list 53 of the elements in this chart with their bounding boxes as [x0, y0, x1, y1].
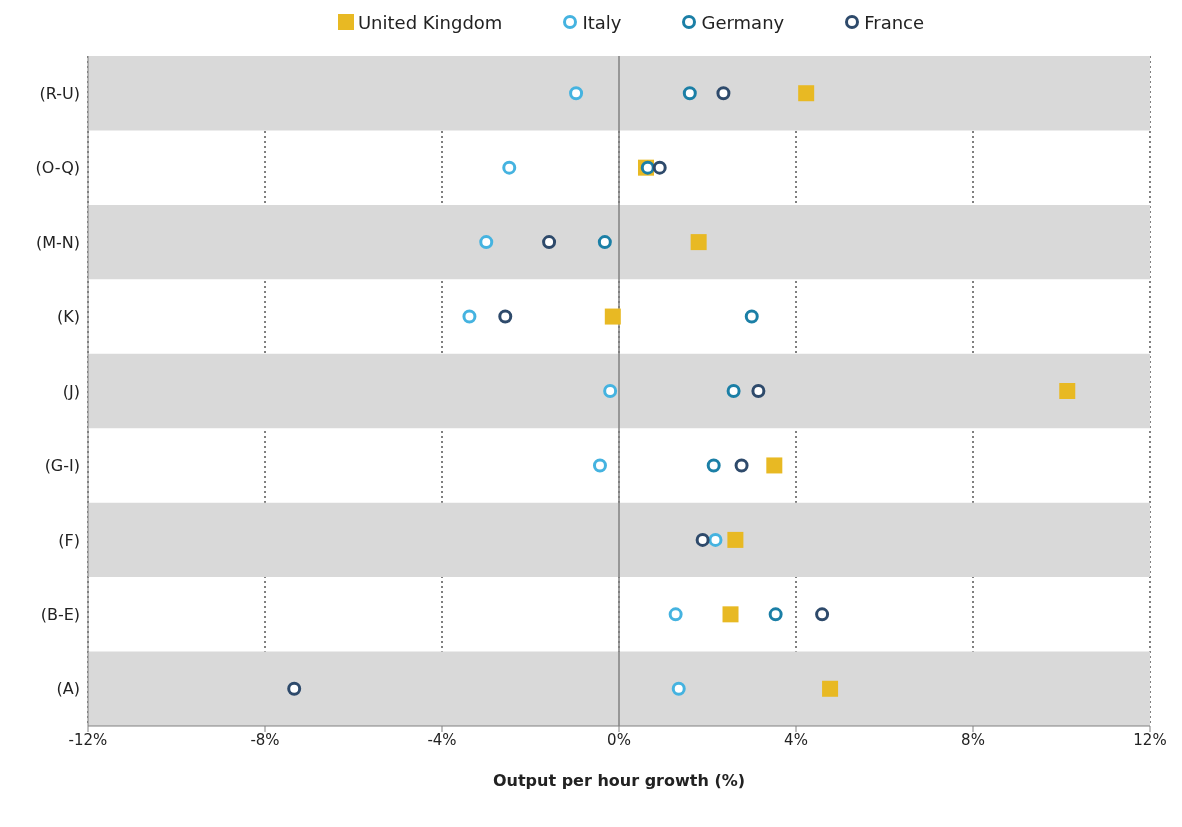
point — [744, 309, 759, 324]
point — [708, 532, 723, 547]
legend-label: Italy — [582, 11, 622, 33]
point — [822, 680, 839, 697]
point — [727, 531, 744, 548]
x-tick-label: -4% — [427, 730, 457, 749]
y-tick-label: (J) — [62, 381, 80, 401]
y-tick-label: (B-E) — [40, 605, 80, 625]
x-axis-title: Output per hour growth (%) — [492, 771, 746, 790]
point — [716, 86, 731, 101]
point — [695, 532, 710, 547]
point — [592, 458, 607, 473]
y-tick-label: (R-U) — [39, 83, 80, 103]
y-tick-label: (F) — [58, 530, 80, 550]
point — [815, 607, 830, 622]
y-tick-label: (K) — [57, 307, 80, 327]
point — [498, 309, 513, 324]
x-tick-label: 12% — [1133, 730, 1167, 749]
x-tick-label: 0% — [607, 730, 631, 749]
point — [604, 308, 621, 325]
y-tick-label: (G-I) — [44, 456, 80, 476]
point — [734, 458, 749, 473]
point — [766, 457, 783, 474]
point — [597, 235, 612, 250]
y-tick-label: (O-Q) — [35, 158, 80, 178]
point — [603, 384, 618, 398]
point — [768, 607, 783, 622]
point — [798, 85, 815, 102]
point — [287, 681, 302, 696]
point — [682, 86, 697, 101]
point — [722, 606, 739, 623]
legend-label: United Kingdom — [357, 11, 503, 33]
point — [726, 384, 741, 398]
point — [706, 458, 721, 473]
x-tick-label: 4% — [784, 730, 808, 749]
point — [652, 160, 667, 175]
point — [542, 235, 557, 250]
y-tick-label: (A) — [56, 679, 80, 699]
legend-label: Germany — [701, 11, 785, 33]
y-tick-label: (M-N) — [35, 232, 80, 252]
x-tick-label: -8% — [250, 730, 280, 749]
point — [751, 384, 766, 398]
point — [502, 160, 517, 175]
point — [479, 235, 494, 250]
point — [671, 681, 686, 696]
x-tick-label: 8% — [961, 730, 985, 749]
point — [462, 309, 477, 324]
point — [668, 607, 683, 622]
point — [1059, 383, 1076, 399]
legend-label: France — [864, 11, 925, 33]
x-tick-label: -12% — [68, 730, 108, 749]
point — [690, 234, 707, 251]
point — [569, 86, 584, 101]
